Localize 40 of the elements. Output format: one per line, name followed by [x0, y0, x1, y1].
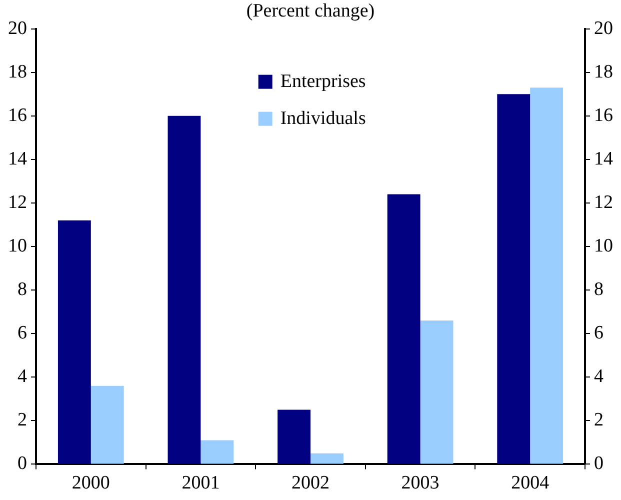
x-tick-label: 2001	[182, 472, 220, 494]
chart-title: (Percent change)	[246, 0, 375, 22]
y-tick-label: 16	[8, 104, 27, 126]
bar	[387, 194, 420, 464]
y-tick-label: 2	[18, 410, 27, 431]
x-tick-label: 2004	[511, 472, 550, 494]
bar	[90, 386, 124, 464]
bar	[200, 440, 234, 464]
legend-label: Enterprises	[280, 70, 366, 92]
y-tick-label: 0	[18, 453, 27, 474]
y2-tick-label: 4	[594, 366, 604, 388]
bar	[58, 220, 91, 464]
legend-label: Individuals	[280, 108, 366, 129]
y-tick-label: 20	[8, 18, 27, 39]
y-tick-label: 18	[8, 61, 27, 82]
bar	[420, 320, 454, 464]
y2-tick-label: 18	[594, 61, 613, 82]
y2-tick-label: 8	[594, 279, 604, 300]
bar	[168, 116, 201, 464]
y2-tick-label: 12	[594, 192, 613, 213]
y2-tick-label: 16	[594, 104, 613, 126]
y-tick-label: 10	[8, 235, 27, 256]
y-tick-label: 8	[18, 279, 27, 300]
y2-tick-label: 6	[594, 322, 604, 344]
x-tick-label: 2003	[401, 472, 440, 494]
y2-tick-label: 10	[594, 235, 613, 256]
bar	[278, 410, 310, 464]
y-tick-label: 14	[8, 148, 28, 170]
y2-tick-label: 2	[594, 410, 604, 431]
y2-tick-label: 0	[594, 453, 604, 474]
bar	[497, 94, 530, 464]
x-tick-label: 2002	[292, 472, 330, 494]
y2-tick-label: 20	[594, 18, 613, 39]
bar	[530, 88, 564, 464]
y-tick-label: 4	[18, 366, 28, 388]
y-tick-label: 6	[18, 322, 27, 344]
x-tick-label: 2000	[72, 472, 110, 494]
y2-tick-label: 14	[594, 148, 614, 170]
y-tick-label: 12	[8, 192, 27, 213]
bar	[310, 453, 344, 464]
